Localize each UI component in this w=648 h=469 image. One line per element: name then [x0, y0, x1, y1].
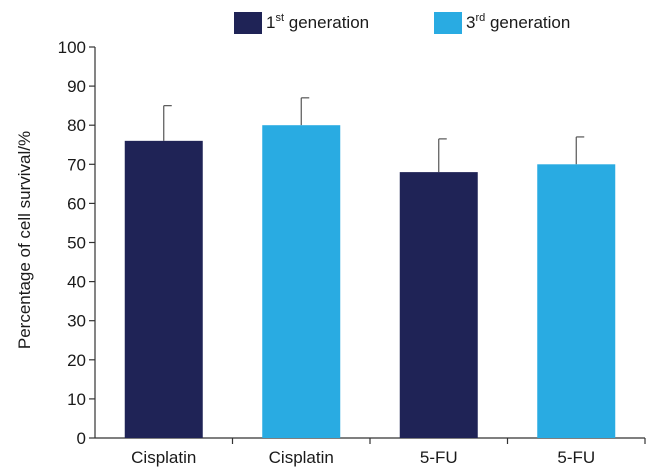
legend: 1st generation 3rd generation: [234, 12, 570, 34]
bar-5-fu-third: [537, 164, 616, 439]
y-tick-label-90: 90: [67, 77, 86, 96]
y-tick-label-70: 70: [67, 155, 86, 174]
legend-label-first-generation: 1st generation: [266, 12, 369, 32]
y-tick-label-50: 50: [67, 234, 86, 253]
x-category-label-1: Cisplatin: [269, 448, 334, 467]
x-category-label-2: 5-FU: [420, 448, 458, 467]
plot-area: 0 10 20 30 40 50 60 70 80 90 100 Cisplatin Cisplatin…: [58, 38, 646, 467]
y-tick-label-60: 60: [67, 194, 86, 213]
x-category-label-3: 5-FU: [557, 448, 595, 467]
y-tick-label-100: 100: [58, 38, 86, 57]
x-category-label-0: Cisplatin: [131, 448, 196, 467]
legend-label-third-generation: 3rd generation: [466, 12, 570, 32]
y-tick-label-0: 0: [77, 429, 86, 448]
y-tick-label-80: 80: [67, 116, 86, 135]
bar-cisplatin-first: [124, 140, 203, 438]
y-tick-label-40: 40: [67, 273, 86, 292]
bar-cisplatin-third: [262, 125, 341, 438]
y-tick-label-30: 30: [67, 312, 86, 331]
y-tick-label-10: 10: [67, 390, 86, 409]
legend-swatch-third-generation: [434, 12, 462, 34]
y-axis-title: Percentage of cell survival/%: [15, 131, 34, 349]
y-tick-label-20: 20: [67, 351, 86, 370]
legend-swatch-first-generation: [234, 12, 262, 34]
bar-5-fu-first: [399, 172, 478, 438]
